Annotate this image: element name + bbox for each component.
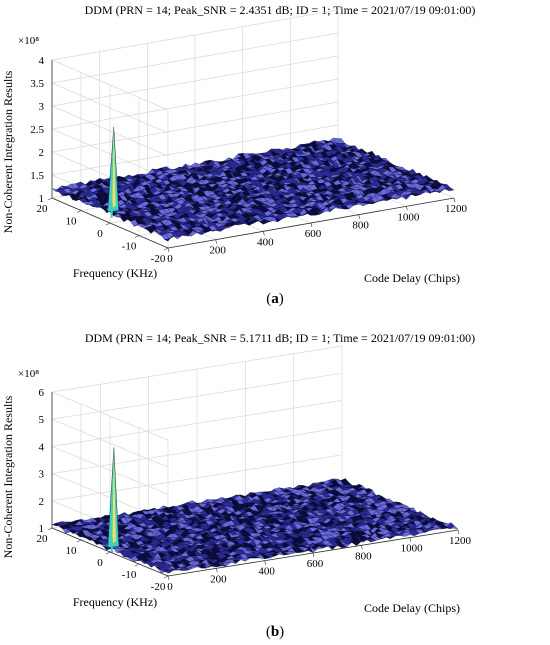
z-tick-label: 3 [39, 101, 45, 113]
x-tick-label: 1000 [397, 211, 420, 223]
x-tick-label: 600 [305, 228, 322, 240]
y-tick-label: 20 [37, 203, 49, 215]
y-tick-mark [76, 539, 82, 543]
x-tick-label: 1200 [445, 203, 468, 215]
x-axis-label: Code Delay (Chips) [364, 271, 460, 285]
y-tick-mark [47, 527, 53, 531]
y-tick-mark [47, 197, 53, 201]
chart-panel-a: DDM (PRN = 14; Peak_SNR = 2.4351 dB; ID … [1, 3, 475, 307]
x-tick-mark [310, 222, 313, 228]
z-tick-label: 2.5 [30, 124, 44, 136]
y-tick-label: -20 [151, 581, 166, 593]
y-tick-mark [76, 210, 82, 213]
y-axis-label: Frequency (KHz) [73, 595, 157, 609]
z-tick-label: 2 [39, 147, 45, 159]
x-tick-label: 400 [257, 236, 274, 248]
y-tick-mark [134, 563, 140, 567]
panel-label-b: (b) [266, 624, 284, 640]
x-tick-mark [264, 560, 266, 565]
x-tick-mark [361, 545, 363, 550]
x-tick-mark [167, 247, 170, 253]
y-tick-mark [134, 235, 140, 238]
y-axis-line [51, 197, 169, 249]
x-axis-line [167, 529, 459, 577]
y-tick-label: 10 [66, 216, 78, 228]
surface-cell [402, 194, 412, 200]
z-tick-label: 3.5 [30, 78, 44, 90]
y-tick-label: -10 [122, 569, 137, 581]
x-axis-line [167, 197, 455, 249]
panel-label-a: (a) [266, 291, 284, 307]
surface [51, 478, 459, 574]
z-axis-label: Non-Coherent Integration Results [1, 395, 15, 558]
y-axis-label: Frequency (KHz) [73, 266, 157, 280]
panel-letter: b [271, 624, 279, 640]
z-tick-label: 6 [39, 387, 45, 399]
surface-cell [449, 525, 459, 530]
x-tick-label: 200 [209, 245, 226, 257]
y-tick-label: 10 [66, 545, 78, 557]
x-tick-mark [457, 529, 460, 535]
z-tick-label: 1.5 [30, 170, 44, 182]
chart-panel-b: DDM (PRN = 14; Peak_SNR = 5.1711 dB; ID … [1, 331, 475, 640]
z-tick-label: 1 [39, 523, 45, 535]
y-tick-mark [105, 222, 111, 226]
x-tick-label: 0 [167, 253, 173, 265]
x-tick-mark [215, 239, 217, 244]
x-tick-mark [358, 214, 360, 219]
panel-letter: a [271, 291, 279, 307]
x-tick-label: 800 [355, 550, 372, 562]
y-tick-mark [163, 575, 169, 579]
x-tick-mark [409, 537, 411, 542]
y-tick-mark [105, 551, 111, 555]
peak-spike-highlight [112, 126, 116, 208]
x-tick-mark [406, 206, 408, 211]
z-exponent-label: ×10⁸ [18, 35, 39, 47]
z-tick-label: 3 [39, 469, 45, 481]
x-tick-mark [312, 552, 315, 558]
y-tick-mark [163, 247, 169, 251]
x-tick-label: 400 [258, 566, 275, 578]
x-tick-label: 200 [210, 573, 227, 585]
z-tick-label: 2 [39, 496, 45, 508]
y-tick-label: 0 [97, 228, 103, 240]
z-tick-label: 1 [39, 193, 45, 205]
y-tick-label: 20 [37, 533, 49, 545]
y-tick-label: -20 [151, 253, 166, 265]
chart-title: DDM (PRN = 14; Peak_SNR = 5.1711 dB; ID … [85, 331, 475, 345]
surface-cell [445, 187, 455, 192]
x-tick-mark [453, 197, 456, 203]
peak-spike [107, 126, 119, 218]
x-tick-label: 800 [352, 220, 369, 232]
y-axis-line [51, 527, 169, 577]
z-tick-label: 5 [39, 414, 45, 426]
x-tick-label: 0 [167, 581, 173, 593]
x-axis-label: Code Delay (Chips) [364, 601, 460, 615]
z-tick-label: 4 [39, 441, 45, 453]
x-tick-label: 600 [307, 558, 324, 570]
z-exponent-label: ×10⁸ [18, 368, 39, 380]
x-tick-label: 1000 [401, 543, 424, 555]
y-tick-label: -10 [122, 241, 137, 253]
chart-title: DDM (PRN = 14; Peak_SNR = 2.4351 dB; ID … [85, 3, 476, 17]
peak-spike-highlight [112, 447, 116, 544]
x-tick-mark [167, 575, 170, 581]
peak-spike [107, 447, 120, 554]
z-tick-label: 4 [39, 55, 45, 67]
x-tick-mark [263, 231, 265, 236]
x-tick-label: 1200 [449, 535, 472, 547]
x-tick-mark [216, 568, 218, 573]
z-axis-label: Non-Coherent Integration Results [1, 70, 15, 233]
y-tick-label: 0 [97, 557, 103, 569]
